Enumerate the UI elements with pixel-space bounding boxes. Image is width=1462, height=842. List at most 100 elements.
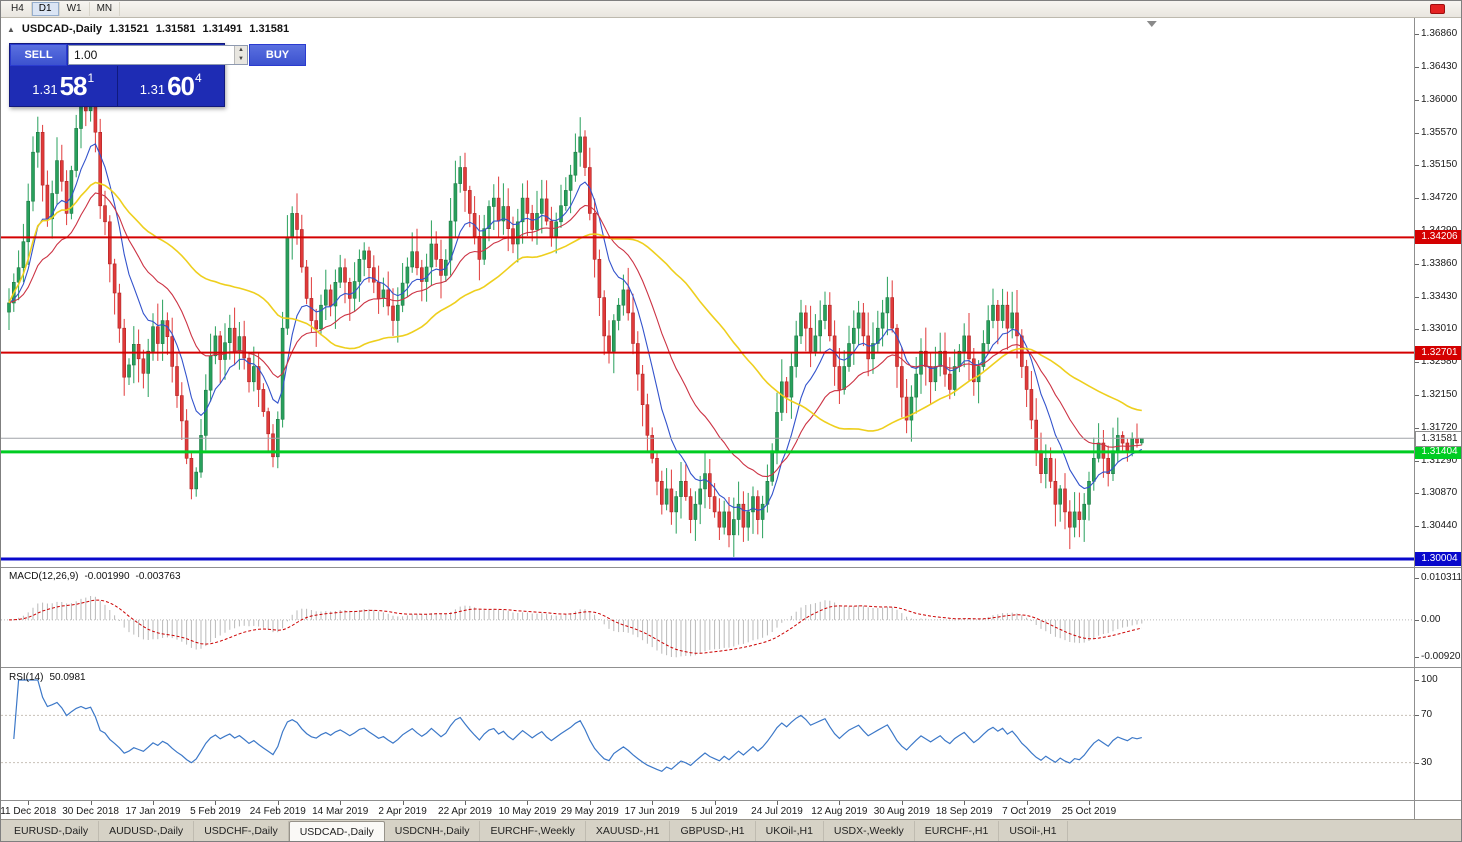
price-tick-label: 1.36000 (1421, 94, 1458, 106)
buy-price[interactable]: 1.31 60 4 (118, 66, 225, 106)
timeframe-h4-button[interactable]: H4 (4, 2, 32, 16)
macd-value-2: -0.003763 (135, 571, 181, 582)
symbol-period-label: USDCAD-,Daily (21, 23, 102, 35)
tab-usdchf-daily[interactable]: USDCHF-,Daily (194, 821, 289, 841)
tab-eurusd-daily[interactable]: EURUSD-,Daily (4, 821, 100, 841)
date-tick-mark (777, 801, 778, 805)
price-tick-mark (1415, 263, 1419, 265)
date-tick-mark (901, 801, 903, 805)
buy-button[interactable]: BUY (249, 44, 306, 66)
price-tick-mark (1415, 460, 1419, 462)
rsi-value: 50.0981 (49, 672, 86, 683)
price-tick-label: 1.35570 (1421, 127, 1458, 139)
date-tick-mark (1089, 801, 1090, 805)
quote-high: 1.31581 (155, 23, 196, 35)
macd-tick-mark (1415, 657, 1419, 659)
price-tick-label: 1.32580 (1421, 355, 1458, 367)
quote-open: 1.31521 (109, 23, 149, 35)
tab-gbpusd-h1[interactable]: GBPUSD-,H1 (670, 821, 756, 841)
timeframe-w1-button[interactable]: W1 (60, 2, 90, 16)
price-tick-mark (1415, 361, 1419, 363)
tab-audusd-daily[interactable]: AUDUSD-,Daily (99, 821, 195, 841)
macd-header: MACD(12,26,9) -0.001990 -0.003763 (9, 571, 181, 582)
tab-usdcnh-daily[interactable]: USDCNH-,Daily (385, 821, 481, 841)
bid-price-badge: 1.31581 (1415, 431, 1461, 448)
chart-canvas[interactable] (1, 18, 1414, 800)
volume-increase-button[interactable]: ▲ (235, 46, 247, 55)
date-tick-mark (465, 801, 466, 805)
time-axis[interactable]: 11 Dec 2018 30 Dec 2018 17 Jan 2019 5 Feb 2… (1, 800, 1461, 820)
price-tick-label: 1.32150 (1421, 388, 1458, 400)
volume-spinner: ▲ ▼ (234, 46, 247, 64)
tab-usoil-h1[interactable]: USOil-,H1 (999, 821, 1068, 841)
price-tick-mark (1415, 165, 1419, 167)
date-label: 30 Aug 2019 (873, 806, 930, 817)
date-label: 29 May 2019 (560, 806, 619, 817)
date-label: 2 Apr 2019 (378, 806, 427, 817)
quote-line: ▲ USDCAD-,Daily 1.31521 1.31581 1.31491 … (7, 23, 289, 35)
sell-price-pipette: 1 (87, 71, 95, 85)
price-tick-label: 1.34720 (1421, 192, 1458, 204)
timeframe-d1-button[interactable]: D1 (31, 2, 60, 16)
date-label: 14 Mar 2019 (312, 806, 369, 817)
tab-xauusd-h1[interactable]: XAUUSD-,H1 (586, 821, 671, 841)
tab-usdx-weekly[interactable]: USDX-,Weekly (824, 821, 915, 841)
sell-price[interactable]: 1.31 58 1 (10, 66, 118, 106)
rsi-tick-mark (1415, 680, 1419, 681)
price-tick-label: 1.30870 (1421, 486, 1458, 498)
price-axis[interactable]: 1.36860 1.36430 1.36000 1.35570 1.35150 1.347… (1414, 18, 1462, 819)
date-label: 24 Jul 2019 (751, 806, 803, 817)
price-tick-label: 1.33010 (1421, 322, 1458, 334)
date-tick-mark (215, 801, 217, 805)
date-label: 10 May 2019 (498, 806, 557, 817)
date-tick-mark (839, 801, 841, 805)
date-tick-mark (1026, 801, 1028, 805)
date-tick-mark (589, 801, 591, 805)
tab-eurchf-h1[interactable]: EURCHF-,H1 (915, 821, 1000, 841)
price-tick-label: 1.31720 (1421, 421, 1458, 433)
date-label: 12 Aug 2019 (811, 806, 868, 817)
price-tick-mark (1415, 133, 1419, 135)
macd-tick-label: 0.010311 (1421, 572, 1462, 584)
date-tick-mark (714, 801, 716, 805)
date-tick-mark (90, 801, 92, 805)
timeframe-mn-button[interactable]: MN (90, 2, 121, 16)
timeframe-buttons-group: H4 D1 W1 MN (4, 2, 121, 16)
sell-button[interactable]: SELL (10, 44, 67, 66)
sell-price-base: 1.31 (32, 82, 58, 97)
rsi-tick-mark (1415, 762, 1419, 764)
date-tick-mark (277, 801, 279, 805)
tab-usdcad-daily[interactable]: USDCAD-,Daily (288, 821, 385, 841)
chart-tabs: EURUSD-,Daily AUDUSD-,Daily USDCHF-,Daily U… (4, 821, 1068, 841)
buy-price-base: 1.31 (139, 82, 166, 97)
one-click-collapse-icon[interactable]: ▲ (7, 24, 15, 34)
date-tick-mark (527, 801, 529, 805)
quote-close: 1.31581 (249, 23, 290, 35)
volume-decrease-button[interactable]: ▼ (235, 55, 247, 64)
price-tick-mark (1415, 492, 1419, 494)
date-tick-mark (28, 801, 30, 805)
price-tick-mark (1415, 296, 1419, 298)
one-click-prices-row: 1.31 58 1 1.31 60 4 (10, 66, 224, 106)
date-label: 5 Feb 2019 (190, 806, 241, 817)
price-tick-label: 1.35150 (1421, 159, 1458, 171)
date-label: 18 Sep 2019 (935, 806, 993, 817)
macd-name: MACD(12,26,9) (9, 571, 79, 582)
macd-tick-label: 0.00 (1421, 613, 1441, 625)
price-tick-label: 1.33860 (1421, 257, 1458, 269)
date-label: 11 Dec 2018 (0, 806, 57, 817)
support-green-price-badge: 1.31404 (1415, 444, 1461, 459)
date-label: 30 Dec 2018 (62, 806, 119, 817)
tab-eurchf-weekly[interactable]: EURCHF-,Weekly (480, 821, 586, 841)
volume-input[interactable] (69, 46, 234, 64)
date-label: 17 Jan 2019 (125, 806, 181, 817)
quote-low: 1.31491 (202, 23, 243, 35)
date-label: 25 Oct 2019 (1061, 806, 1117, 817)
price-tick-mark (1415, 394, 1419, 396)
price-tick-mark (1415, 198, 1419, 200)
tab-ukoil-h1[interactable]: UKOil-,H1 (756, 821, 824, 841)
date-tick-mark (652, 801, 654, 805)
date-tick-mark (402, 801, 404, 805)
